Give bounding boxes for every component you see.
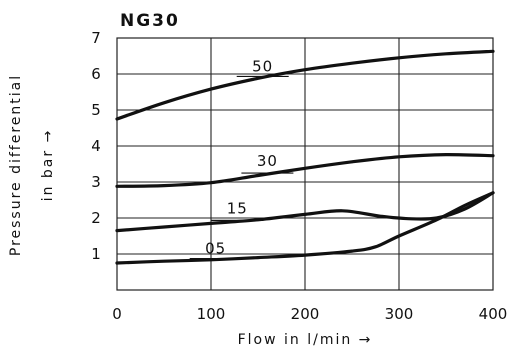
series-label-05: 05 (205, 240, 226, 258)
x-tick-label: 400 (479, 305, 508, 323)
series-label-30: 30 (257, 152, 278, 170)
y-tick-label: 7 (91, 29, 101, 47)
curves (115, 49, 495, 265)
y-axis-title-unit: in bar → (40, 129, 56, 202)
y-axis-title: Pressure differential (8, 74, 24, 256)
y-tick-label: 3 (91, 173, 101, 191)
y-tick-label: 1 (91, 245, 101, 263)
x-tick-label: 300 (385, 305, 414, 323)
y-tick-label: 6 (91, 65, 101, 83)
y-tick-label: 4 (91, 137, 101, 155)
x-axis-title: Flow in l/min → (238, 332, 373, 348)
series-curve-50 (115, 49, 495, 121)
labels: 0 100 200 300 400 1 2 3 4 5 6 7 50 30 15 05 (91, 29, 507, 323)
y-tick-label: 5 (91, 101, 101, 119)
x-tick-label: 100 (197, 305, 226, 323)
plot-frame (116, 37, 494, 291)
x-tick-label: 200 (291, 305, 320, 323)
series-curve-05 (115, 191, 495, 265)
grid (116, 37, 494, 291)
series-curve-30 (115, 152, 495, 188)
x-tick-label: 0 (112, 305, 122, 323)
series-label-50: 50 (252, 57, 273, 75)
y-tick-label: 2 (91, 209, 101, 227)
series-label-15: 15 (227, 199, 248, 217)
chart-title: NG30 (120, 11, 180, 31)
